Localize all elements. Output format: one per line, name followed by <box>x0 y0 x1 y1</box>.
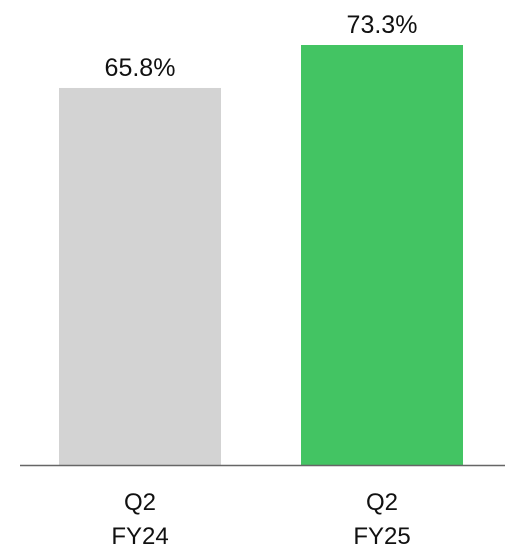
bar-2 <box>301 45 463 465</box>
x-tick-label-2-line-1: Q2 <box>366 489 398 516</box>
bars-group <box>59 45 463 466</box>
x-tick-label-1: Q2 FY24 <box>111 489 168 550</box>
x-tick-labels-group: Q2 FY24 Q2 FY25 <box>111 489 410 550</box>
data-label-2: 73.3% <box>347 11 418 39</box>
x-tick-label-1-line-2: FY24 <box>111 523 168 550</box>
data-labels-group: 65.8% 73.3% <box>105 11 418 82</box>
data-label-1: 65.8% <box>105 54 176 82</box>
x-tick-label-2: Q2 FY25 <box>353 489 410 550</box>
x-tick-label-2-line-2: FY25 <box>353 523 410 550</box>
x-tick-label-1-line-1: Q2 <box>124 489 156 516</box>
bar-1 <box>59 87 221 466</box>
